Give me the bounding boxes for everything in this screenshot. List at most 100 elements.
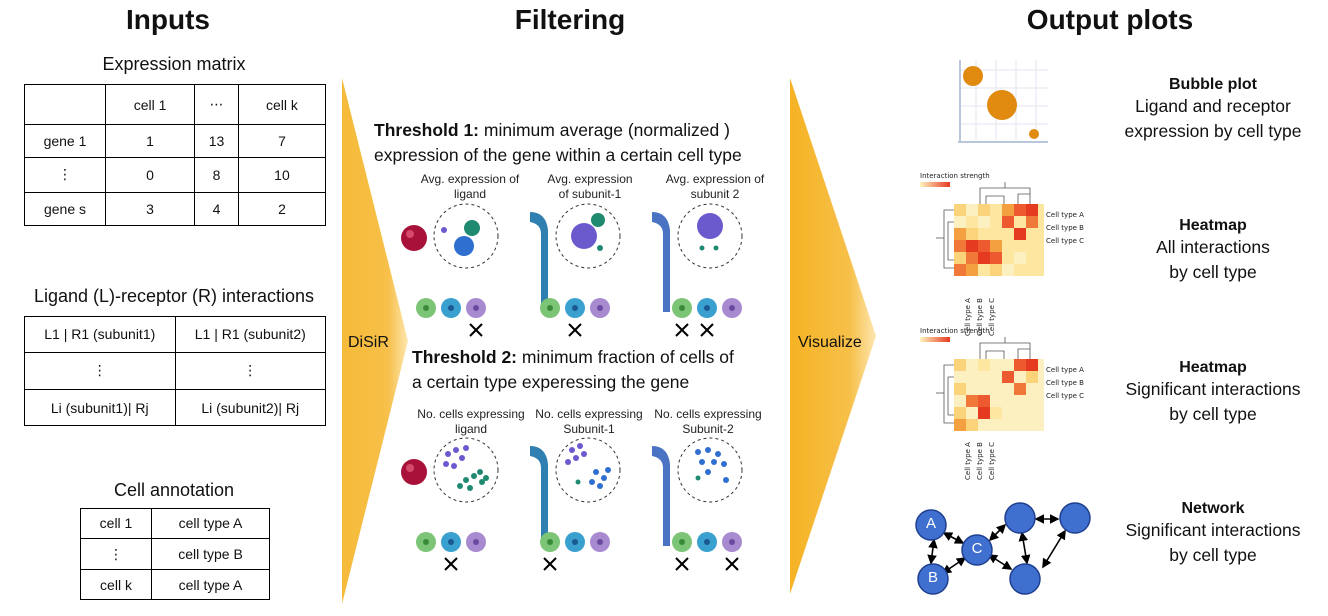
row-label: Cell type B xyxy=(1046,224,1084,232)
lr-cell: Li (subunit1)| Rj xyxy=(24,389,176,426)
heatmap2-col-labels: Cell type A Cell type B Cell type C xyxy=(962,442,998,480)
matrix-header-cell: cell 1 xyxy=(104,84,196,125)
receptor-subunit1-icon xyxy=(530,446,548,546)
caption-line: No. cells expressing xyxy=(654,407,762,421)
ligand-ball-icon xyxy=(401,459,427,485)
annotation-cell: ⋮ xyxy=(80,537,152,571)
output-desc: All interactions xyxy=(1156,237,1270,257)
output-desc: Ligand and receptor xyxy=(1135,96,1291,116)
output-heatmap-all: Heatmap All interactions by cell type xyxy=(1100,217,1326,285)
inputs-heading: Inputs xyxy=(126,4,210,35)
t1-caption-ligand: Avg. expression of ligand xyxy=(420,172,520,202)
filtering-heading: Filtering xyxy=(514,4,626,35)
lr-cell: Li (subunit2)| Rj xyxy=(174,389,326,426)
annotation-cell: cell type A xyxy=(151,508,270,539)
output-title: Bubble plot xyxy=(1169,76,1257,93)
visualize-arrow xyxy=(790,78,876,594)
matrix-cell: 7 xyxy=(237,123,327,159)
disir-label: DiSiR xyxy=(348,334,389,351)
caption-line: ligand xyxy=(454,422,488,436)
threshold2-desc2: a certain type experessing the gene xyxy=(412,372,690,392)
lr-interactions-table: L1 | R1 (subunit1) L1 | R1 (subunit2) ⋮ … xyxy=(24,316,326,426)
caption-line: Avg. expression of xyxy=(420,172,520,186)
visualize-label: Visualize xyxy=(798,334,862,351)
output-desc: expression by cell type xyxy=(1124,121,1302,141)
threshold1-text: Threshold 1: minimum average (normalized… xyxy=(374,118,794,168)
threshold2-desc1: minimum fraction of cells of xyxy=(517,347,734,367)
threshold1-label: Threshold 1: xyxy=(374,120,480,140)
row-label: Cell type C xyxy=(1046,392,1085,400)
network-edges xyxy=(927,514,1066,574)
output-heading: Output plots xyxy=(1026,4,1194,35)
receptor-subunit2-icon xyxy=(652,212,670,312)
cross-icon xyxy=(444,557,739,571)
caption-line: Avg. expression of xyxy=(665,172,765,186)
bubble-plot-thumbnail xyxy=(958,60,1048,143)
heatmap1-thumbnail xyxy=(920,182,1044,276)
matrix-cell: 3 xyxy=(104,191,196,227)
caption-line: Subunit-2 xyxy=(682,422,734,436)
cell-type-dots-icon xyxy=(416,298,742,318)
receptor-subunit2-icon xyxy=(652,446,670,546)
caption-line: No. cells expressing xyxy=(535,407,643,421)
ligand-cell-icon xyxy=(433,203,499,269)
lr-interactions-title: Ligand (L)-receptor (R) interactions xyxy=(33,286,315,306)
output-desc: by cell type xyxy=(1169,545,1257,565)
expression-matrix-table: cell 1 ⋯ cell k gene 1 1 13 7 ⋮ 0 8 10 g… xyxy=(24,84,327,227)
row-label: Cell type B xyxy=(1046,379,1084,387)
output-bubble-plot: Bubble plot Ligand and receptor expressi… xyxy=(1100,76,1326,144)
threshold1-desc2: expression of the gene within a certain … xyxy=(374,145,742,165)
heatmap1-legend-label: Interaction strength xyxy=(920,172,990,180)
network-thumbnail xyxy=(915,502,1091,595)
matrix-header-cell xyxy=(24,84,106,125)
output-title: Heatmap xyxy=(1179,217,1247,234)
t2-caption-subunit2: No. cells expressing Subunit-2 xyxy=(652,407,764,437)
threshold2-label: Threshold 2: xyxy=(412,347,518,367)
network-node-icons xyxy=(915,502,1091,595)
matrix-cell: 4 xyxy=(194,191,239,227)
matrix-cell: 0 xyxy=(104,157,196,193)
annotation-cell: cell 1 xyxy=(80,508,152,539)
output-title: Heatmap xyxy=(1179,359,1247,376)
matrix-cell: 1 xyxy=(104,123,196,159)
col-label: Cell type A xyxy=(964,442,972,480)
network-node-b: B xyxy=(927,569,938,586)
threshold1-desc1: minimum average (normalized ) xyxy=(479,120,730,140)
caption-line: ligand xyxy=(453,187,487,201)
row-label: Cell type C xyxy=(1046,237,1085,245)
annotation-cell: cell type B xyxy=(151,537,270,571)
col-label: Cell type B xyxy=(976,442,984,480)
network-node-a: A xyxy=(925,515,936,532)
output-network: Network Significant interactions by cell… xyxy=(1100,500,1326,568)
t1-caption-subunit1: Avg. expression of subunit-1 xyxy=(540,172,640,202)
lr-cell: L1 | R1 (subunit2) xyxy=(174,316,326,353)
cell-type-dots-icon xyxy=(416,532,742,552)
output-desc: by cell type xyxy=(1169,262,1257,282)
matrix-cell: 13 xyxy=(194,123,239,159)
caption-line: Avg. expression xyxy=(547,172,633,186)
output-desc: Significant interactions xyxy=(1125,379,1301,399)
lr-cell: ⋮ xyxy=(24,351,176,391)
t2-caption-subunit1: No. cells expressing Subunit-1 xyxy=(534,407,644,437)
subunit1-cell-icon xyxy=(555,437,621,503)
lr-cell: ⋮ xyxy=(174,351,326,391)
matrix-header-cell: cell k xyxy=(237,84,327,125)
expression-matrix-title: Expression matrix xyxy=(102,54,246,74)
caption-line: No. cells expressing xyxy=(417,407,525,421)
matrix-cell: 10 xyxy=(237,157,327,193)
matrix-cell: gene s xyxy=(24,191,106,227)
heatmap2-legend-label: Interaction strength xyxy=(920,327,990,335)
heatmap1-row-labels: Cell type A Cell type B Cell type C xyxy=(1046,209,1084,248)
t2-caption-ligand: No. cells expressing ligand xyxy=(416,407,526,437)
lr-cell: L1 | R1 (subunit1) xyxy=(24,316,176,353)
subunit2-cell-icon xyxy=(677,437,743,503)
matrix-cell: 8 xyxy=(194,157,239,193)
heatmap2-row-labels: Cell type A Cell type B Cell type C xyxy=(1046,364,1084,403)
threshold1-illustration xyxy=(401,203,743,337)
threshold2-text: Threshold 2: minimum fraction of cells o… xyxy=(412,345,802,395)
threshold2-illustration xyxy=(401,437,743,571)
cross-icon xyxy=(469,323,714,337)
cell-annotation-table: cell 1 cell type A ⋮ cell type B cell k … xyxy=(80,508,270,600)
subunit1-cell-icon xyxy=(555,203,621,269)
matrix-cell: gene 1 xyxy=(24,123,106,159)
